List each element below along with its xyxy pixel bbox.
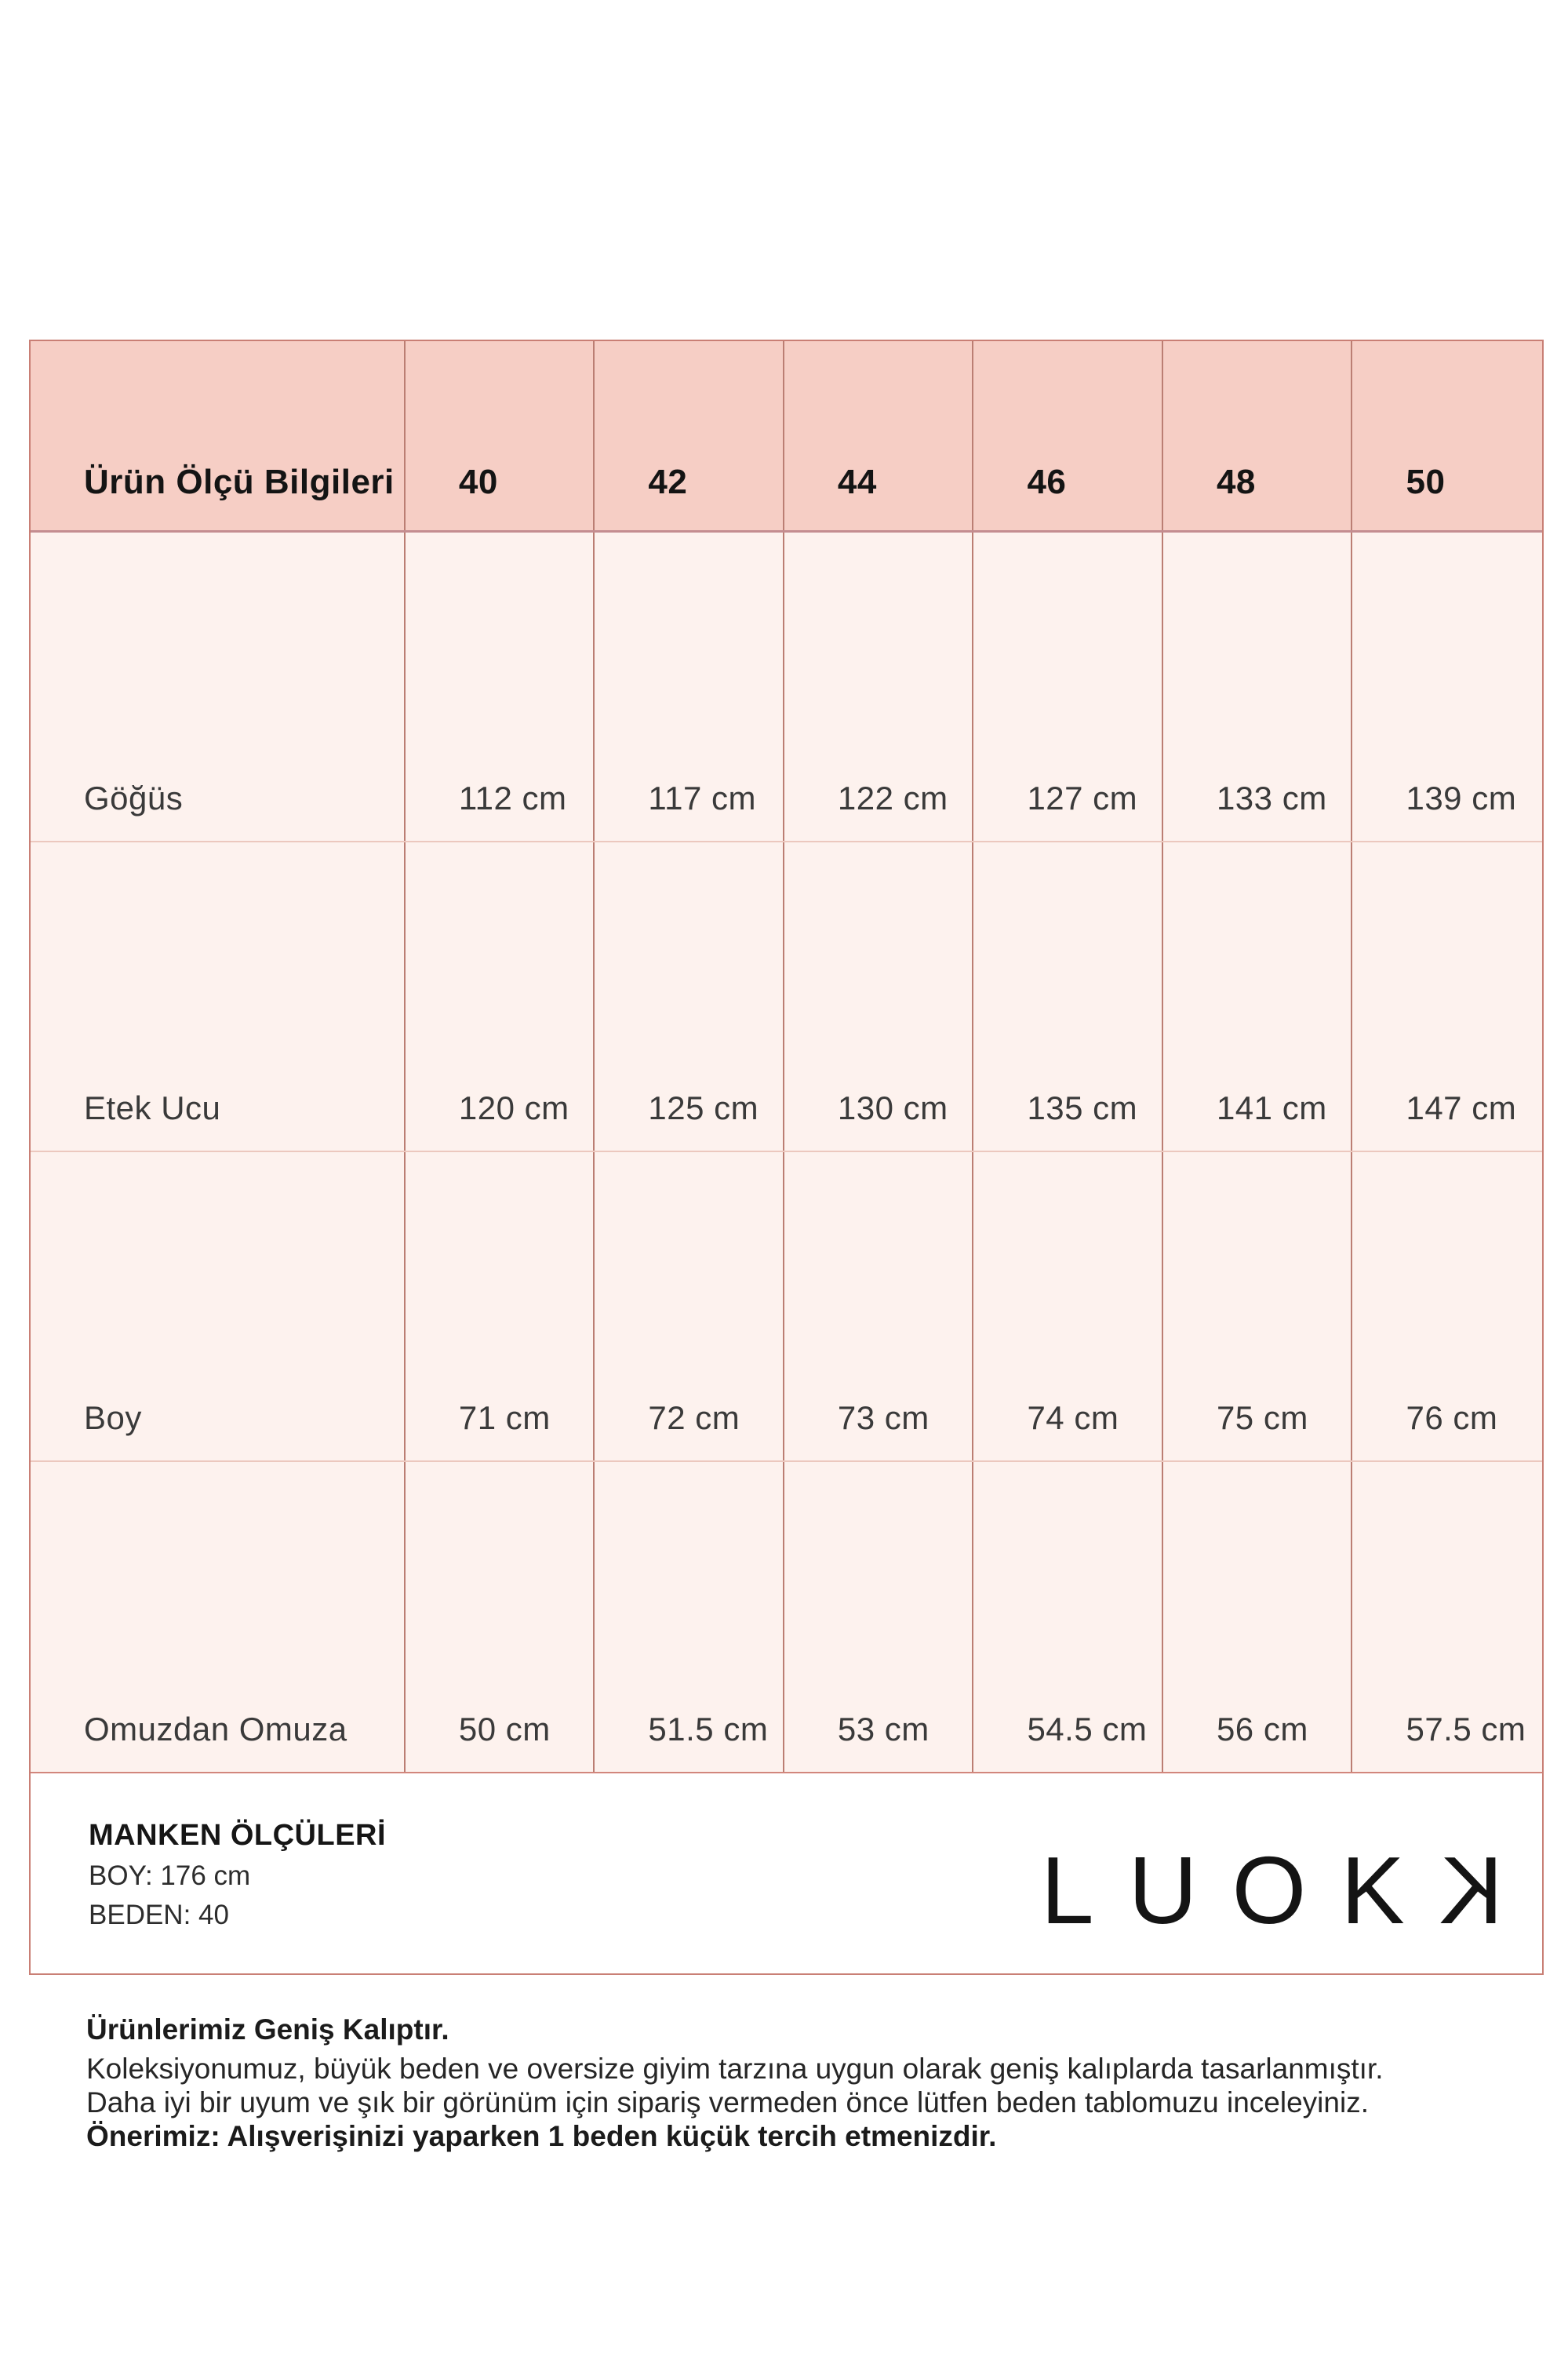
cell-value: 130 cm [784,842,974,1151]
cell-value: 139 cm [1406,780,1517,816]
mannequin-measurements: MANKEN ÖLÇÜLERİ BOY: 176 cm BEDEN: 40 [89,1819,386,1931]
cell-value: 147 cm [1406,1089,1517,1126]
size-column-header-48: 48 [1163,341,1353,530]
size-column-header-42: 42 [595,341,784,530]
brand-logo-text: LUOK [1040,1837,1439,1944]
table-row-chest: Göğüs 112 cm 117 cm 122 cm 127 cm 133 cm… [31,533,1542,842]
cell-value: 135 cm [973,842,1163,1151]
cell-value: 75 cm [1163,1152,1353,1460]
size-column-header-40: 40 [406,341,595,530]
brand-logo: LUOKK [1041,1837,1503,1944]
cell-value: 53 cm [784,1462,974,1772]
cell-value: 71 cm [406,1152,595,1460]
cell-value: 76 cm [1406,1399,1498,1436]
row-label: Omuzdan Omuza [31,1462,406,1772]
fit-note-line: Koleksiyonumuz, büyük beden ve oversize … [86,2053,1384,2085]
cell-value: 56 cm [1163,1462,1353,1772]
table-row-length: Boy 71 cm 72 cm 73 cm 74 cm 75 cm 76 cm [31,1152,1542,1462]
table-header-row: Ürün Ölçü Bilgileri 40 42 44 46 48 50 [31,341,1542,533]
cell-value: 127 cm [973,533,1163,841]
cell-value: 50 cm [406,1462,595,1772]
fit-note-line: Önerimiz: Alışverişinizi yaparken 1 bede… [86,2120,997,2152]
cell-value: 57.5 cm [1406,1711,1526,1747]
mannequin-size: BEDEN: 40 [89,1900,229,1930]
size-column-header-46: 46 [973,341,1163,530]
table-footer: MANKEN ÖLÇÜLERİ BOY: 176 cm BEDEN: 40 LU… [31,1772,1542,1973]
cell-value: 141 cm [1163,842,1353,1151]
row-label: Göğüs [31,533,406,841]
cell-value: 125 cm [595,842,784,1151]
cell-value: 122 cm [784,533,974,841]
cell-value: 73 cm [784,1152,974,1460]
table-title: Ürün Ölçü Bilgileri [31,341,406,530]
size-column-header-44: 44 [784,341,974,530]
fit-note-heading: Ürünlerimiz Geniş Kalıptır. [86,2013,449,2046]
row-label: Etek Ucu [31,842,406,1151]
mannequin-height: BOY: 176 cm [89,1860,251,1891]
brand-logo-mirrored-k: K [1439,1837,1503,1944]
row-label: Boy [31,1152,406,1460]
fit-note-line: Daha iyi bir uyum ve şık bir görünüm içi… [86,2086,1369,2118]
cell-value: 120 cm [406,842,595,1151]
cell-value: 72 cm [595,1152,784,1460]
cell-value: 74 cm [973,1152,1163,1460]
table-row-shoulder: Omuzdan Omuza 50 cm 51.5 cm 53 cm 54.5 c… [31,1462,1542,1772]
cell-value: 54.5 cm [973,1462,1163,1772]
table-row-hem: Etek Ucu 120 cm 125 cm 130 cm 135 cm 141… [31,842,1542,1152]
size-column-header-50: 50 [1406,463,1446,501]
cell-value: 117 cm [595,533,784,841]
mannequin-measurements-title: MANKEN ÖLÇÜLERİ [89,1819,387,1852]
size-chart-panel: Ürün Ölçü Bilgileri 40 42 44 46 48 50 Gö… [29,340,1544,1975]
cell-value: 133 cm [1163,533,1353,841]
fit-note: Ürünlerimiz Geniş Kalıptır. Koleksiyonum… [86,2013,1530,2153]
cell-value: 112 cm [406,533,595,841]
cell-value: 51.5 cm [595,1462,784,1772]
